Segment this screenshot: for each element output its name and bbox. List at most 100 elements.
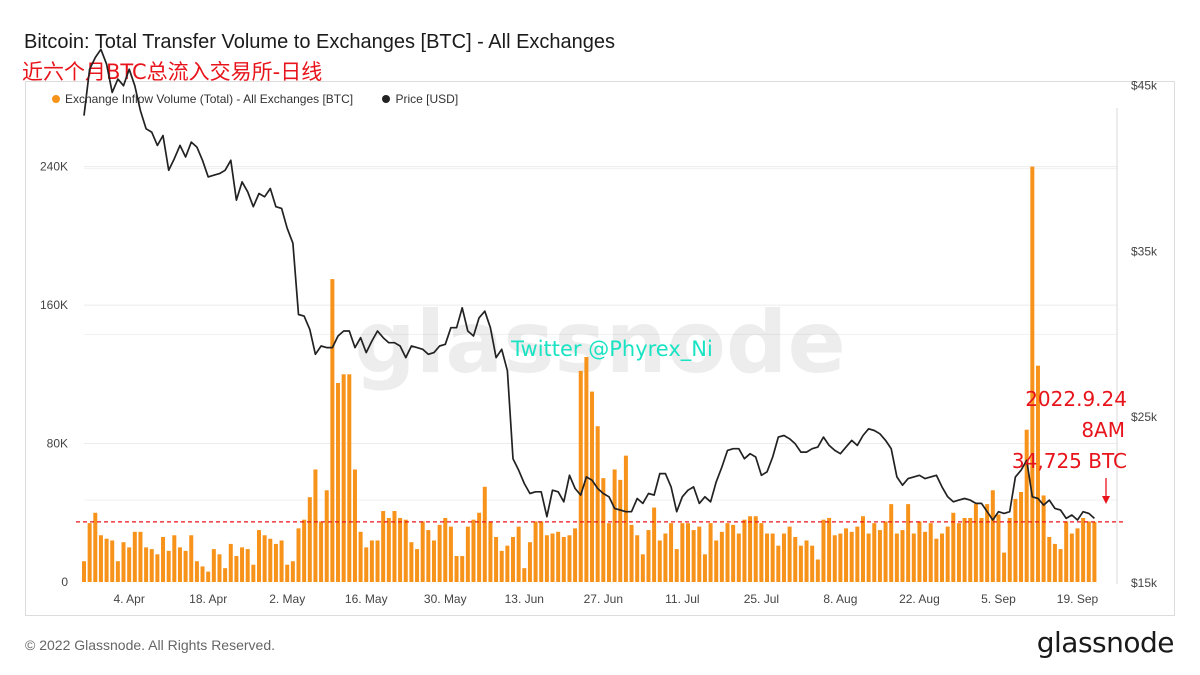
inflow-bar: [1092, 521, 1097, 582]
inflow-bar: [341, 374, 346, 582]
inflow-bar: [522, 568, 527, 582]
inflow-bar: [87, 523, 92, 582]
inflow-bar: [172, 535, 177, 582]
inflow-bar: [386, 517, 391, 582]
inflow-bar: [533, 521, 538, 582]
inflow-bar: [561, 537, 566, 582]
x-tick-label: 18. Apr: [189, 592, 227, 606]
inflow-bar: [900, 530, 905, 582]
inflow-bar: [1041, 495, 1046, 582]
inflow-bar: [1024, 429, 1029, 582]
legend-dot-inflow: [52, 95, 60, 103]
y-left-tick-label: 160K: [40, 298, 68, 312]
inflow-bar: [505, 545, 510, 582]
inflow-bar: [990, 490, 995, 582]
x-tick-label: 25. Jul: [744, 592, 779, 606]
inflow-bar: [206, 571, 211, 582]
inflow-bar: [821, 519, 826, 582]
inflow-bar: [956, 523, 961, 582]
inflow-bar: [211, 549, 216, 582]
inflow-bar: [725, 523, 730, 582]
inflow-bar: [917, 521, 922, 582]
inflow-bar: [601, 478, 606, 582]
inflow-bar: [691, 530, 696, 582]
inflow-bar: [161, 537, 166, 582]
inflow-bar: [606, 523, 611, 582]
inflow-bar: [144, 547, 149, 582]
inflow-bar: [940, 533, 945, 582]
inflow-bar: [770, 533, 775, 582]
inflow-bar: [1013, 498, 1018, 582]
inflow-bar: [499, 550, 504, 582]
x-tick-label: 11. Jul: [665, 592, 699, 606]
inflow-bar: [352, 469, 357, 582]
x-tick-label: 8. Aug: [823, 592, 857, 606]
inflow-bar: [313, 469, 318, 582]
legend-item-price[interactable]: Price [USD]: [382, 92, 458, 106]
inflow-bar: [985, 504, 990, 582]
inflow-bar: [1019, 492, 1024, 582]
inflow-bar: [347, 374, 352, 582]
inflow-bar: [1047, 537, 1052, 582]
inflow-bar: [98, 535, 103, 582]
legend-label-price: Price [USD]: [395, 92, 459, 106]
x-tick-label: 5. Sep: [981, 592, 1016, 606]
chart-legend: Exchange Inflow Volume (Total) - All Exc…: [52, 92, 484, 106]
chart-title: Bitcoin: Total Transfer Volume to Exchan…: [24, 31, 616, 53]
inflow-bar: [793, 537, 798, 582]
inflow-bar: [906, 504, 911, 582]
inflow-bar: [381, 511, 386, 582]
inflow-bar: [471, 519, 476, 582]
inflow-bar: [273, 543, 278, 582]
legend-label-inflow: Exchange Inflow Volume (Total) - All Exc…: [65, 92, 354, 106]
inflow-bar: [482, 486, 487, 582]
inflow-bar: [443, 517, 448, 582]
inflow-bar: [1075, 528, 1080, 582]
inflow-bar: [189, 535, 194, 582]
inflow-bar: [635, 535, 640, 582]
inflow-bar: [663, 533, 668, 582]
inflow-bar: [223, 568, 228, 582]
inflow-bar: [962, 517, 967, 582]
inflow-bar: [838, 533, 843, 582]
inflow-bar: [1030, 166, 1035, 582]
inflow-bar: [302, 519, 307, 582]
legend-dot-price: [382, 95, 391, 103]
inflow-bar: [669, 523, 674, 582]
inflow-bar: [511, 537, 516, 582]
inflow-bar: [708, 523, 713, 582]
inflow-bar: [454, 556, 459, 582]
inflow-bar: [488, 521, 493, 582]
inflow-bar: [731, 524, 736, 582]
inflow-bar: [742, 519, 747, 582]
chart-subtitle: 近六个月BTC总流入交易所-日线: [22, 60, 323, 84]
inflow-bar: [928, 523, 933, 582]
annotation-line: 2022.9.24: [1025, 387, 1127, 411]
inflow-bar: [516, 526, 521, 582]
inflow-bar: [330, 279, 335, 582]
inflow-bar: [234, 556, 239, 582]
x-tick-label: 27. Jun: [584, 592, 623, 606]
inflow-bar: [646, 530, 651, 582]
inflow-bar: [245, 549, 250, 582]
inflow-bar: [1035, 365, 1040, 582]
inflow-bar: [657, 540, 662, 582]
inflow-bar: [951, 512, 956, 582]
y-right-tick-label: $45k: [1131, 79, 1158, 93]
inflow-bar: [166, 550, 171, 582]
inflow-bar: [781, 533, 786, 582]
inflow-bar: [979, 517, 984, 582]
footer-logo[interactable]: glassnode: [1036, 626, 1175, 659]
inflow-bar: [996, 514, 1001, 582]
inflow-bar: [765, 533, 770, 582]
inflow-bar: [968, 517, 973, 582]
inflow-bar: [680, 523, 685, 582]
inflow-bar: [240, 547, 245, 582]
inflow-bar: [431, 540, 436, 582]
inflow-bar: [973, 504, 978, 582]
x-tick-label: 4. Apr: [113, 592, 144, 606]
annotation-line: 8AM: [1081, 418, 1125, 442]
inflow-bar: [798, 545, 803, 582]
inflow-bar: [804, 540, 809, 582]
legend-item-inflow[interactable]: Exchange Inflow Volume (Total) - All Exc…: [52, 92, 353, 106]
